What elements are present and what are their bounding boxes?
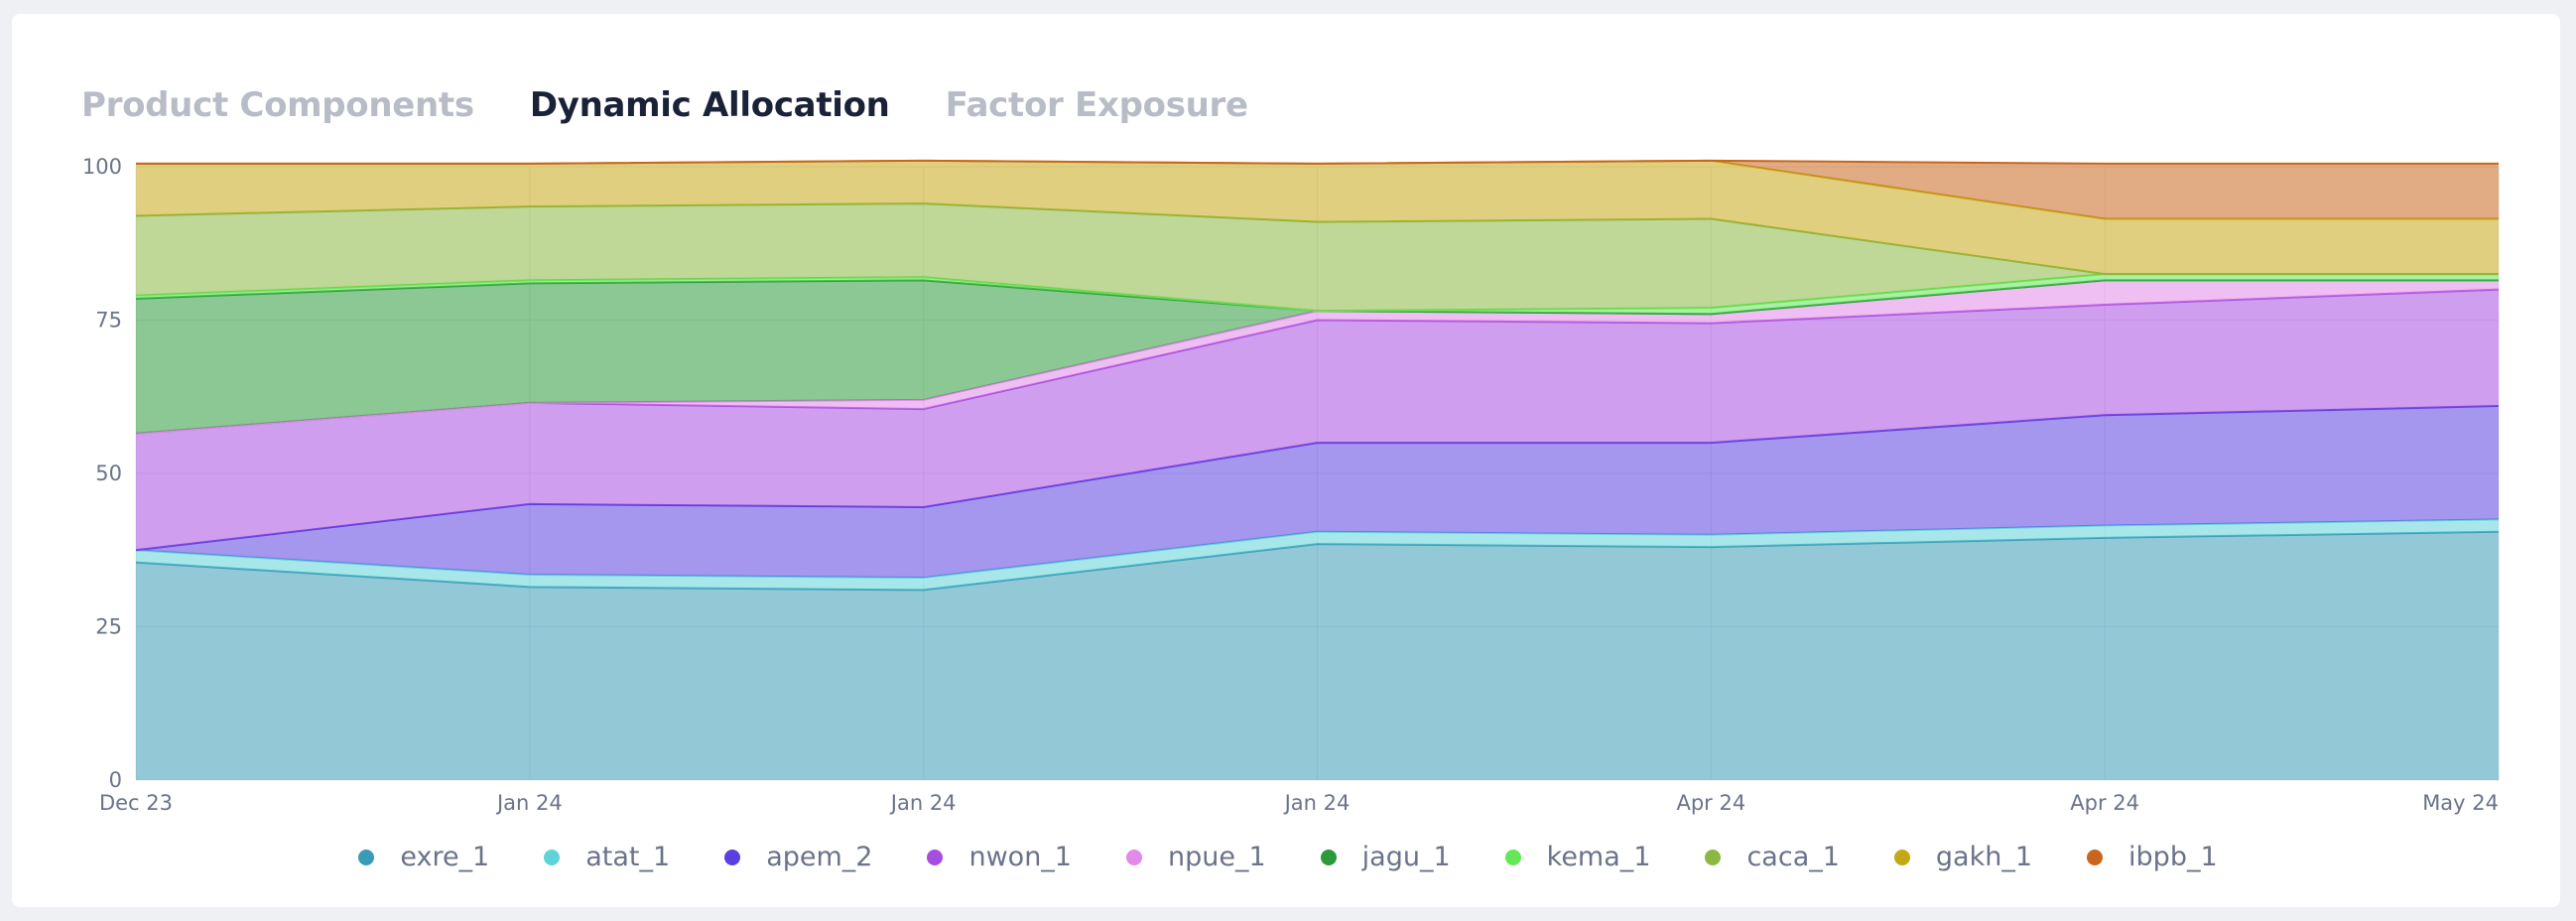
legend-swatch: [1504, 849, 1521, 865]
legend-swatch: [1126, 849, 1142, 865]
stacked-area-chart: 0 25 50 75 100 Dec 23 Jan 24 Jan 24 Jan 24 Apr 24…: [82, 155, 2500, 815]
legend-item-nwon_1[interactable]: nwon_1: [927, 842, 1072, 872]
line-ibpb_1: [136, 159, 2499, 165]
tab-product-components[interactable]: Product Components: [81, 85, 474, 125]
area-atat_1: [136, 519, 2499, 591]
legend-item-atat_1[interactable]: atat_1: [544, 842, 670, 872]
area-ibpb_1: [136, 160, 2499, 219]
y-tick-label: 25: [95, 615, 122, 639]
tab-factor-exposure[interactable]: Factor Exposure: [945, 85, 1248, 125]
legend-swatch: [544, 849, 561, 865]
x-tick-label: Apr 24: [2070, 791, 2139, 815]
area-kema_1: [136, 274, 2499, 315]
legend-item-kema_1[interactable]: kema_1: [1504, 842, 1651, 872]
legend-label: npue_1: [1168, 842, 1266, 872]
y-tick-label: 50: [95, 461, 122, 485]
area-gakh_1: [136, 160, 2499, 275]
legend-swatch: [358, 849, 375, 865]
x-tick-label: Jan 24: [889, 791, 957, 815]
area-layers: [135, 159, 2500, 780]
tab-dynamic-allocation[interactable]: Dynamic Allocation: [529, 85, 890, 125]
legend-swatch: [927, 849, 944, 865]
legend-item-exre_1[interactable]: exre_1: [358, 842, 489, 872]
chart-legend: exre_1 atat_1 apem_2 nwon_1 npue_1 jagu_1 kema…: [0, 842, 2576, 872]
x-tick-label: Jan 24: [1283, 791, 1351, 815]
legend-item-npue_1[interactable]: npue_1: [1126, 842, 1266, 872]
legend-swatch: [1705, 849, 1722, 865]
legend-label: nwon_1: [968, 842, 1072, 872]
tab-bar: Product Components Dynamic Allocation Fa…: [81, 85, 1248, 125]
legend-item-gakh_1[interactable]: gakh_1: [1893, 842, 2033, 872]
legend-label: kema_1: [1546, 842, 1651, 872]
area-npue_1: [136, 280, 2499, 434]
y-tick-label: 0: [109, 768, 122, 792]
legend-label: ibpb_1: [2128, 842, 2218, 872]
area-apem_2: [136, 406, 2499, 579]
legend-item-jagu_1[interactable]: jagu_1: [1320, 842, 1451, 872]
legend-label: caca_1: [1746, 842, 1840, 872]
legend-label: apem_2: [766, 842, 873, 872]
x-tick-label: Jan 24: [495, 791, 563, 815]
legend-item-apem_2[interactable]: apem_2: [724, 842, 872, 872]
area-nwon_1: [136, 289, 2499, 551]
x-tick-label: Apr 24: [1676, 791, 1745, 815]
legend-label: atat_1: [585, 842, 671, 872]
x-tick-label: Dec 23: [99, 791, 173, 815]
x-tick-label: May 24: [2422, 791, 2499, 815]
legend-label: exre_1: [400, 842, 490, 872]
area-caca_1: [136, 203, 2499, 312]
legend-swatch: [1893, 849, 1910, 865]
legend-swatch: [724, 849, 741, 865]
legend-swatch: [2087, 849, 2104, 865]
legend-item-caca_1[interactable]: caca_1: [1705, 842, 1840, 872]
legend-label: jagu_1: [1361, 842, 1451, 872]
legend-item-ibpb_1[interactable]: ibpb_1: [2087, 842, 2218, 872]
legend-label: gakh_1: [1935, 842, 2033, 872]
area-jagu_1: [136, 280, 2499, 434]
area-exre_1: [136, 531, 2499, 780]
y-tick-label: 75: [95, 309, 122, 332]
legend-swatch: [1320, 849, 1337, 865]
y-tick-label: 100: [82, 155, 122, 179]
